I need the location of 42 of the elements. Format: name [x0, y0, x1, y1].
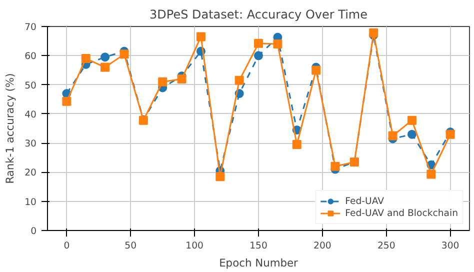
point	[216, 172, 225, 182]
y-axis-title: Rank-1 accuracy (%)	[4, 73, 17, 184]
x-tick-label: 50	[124, 240, 137, 252]
point	[177, 74, 186, 84]
point	[426, 170, 436, 179]
chart-title: 3DPeS Dataset: Accuracy Over Time	[150, 8, 368, 22]
legend-label: Fed-UAV	[345, 195, 384, 207]
x-tick-label: 250	[377, 240, 396, 252]
point	[330, 162, 340, 171]
point	[196, 32, 206, 42]
y-tick-label: 50	[24, 80, 37, 92]
point	[81, 54, 90, 64]
x-tick-label: 300	[441, 240, 460, 252]
x-tick-label: 0	[64, 240, 70, 252]
y-tick-label: 30	[24, 138, 37, 150]
point	[446, 130, 455, 139]
y-tick-label: 60	[24, 51, 37, 62]
point	[100, 52, 110, 62]
y-tick-label: 0	[30, 226, 37, 237]
legend-label: Fed-UAV and Blockchain	[345, 207, 458, 219]
x-tick-label: 200	[314, 240, 332, 252]
point	[100, 62, 110, 72]
point	[388, 131, 398, 140]
point	[407, 116, 416, 125]
y-tick-label: 40	[24, 109, 37, 120]
x-tick-label: 100	[186, 240, 204, 252]
point	[120, 50, 129, 59]
y-tick-label: 10	[24, 196, 37, 208]
point	[292, 140, 302, 150]
point	[254, 51, 263, 60]
point	[62, 96, 72, 106]
y-tick-label: 20	[24, 168, 37, 179]
point	[234, 76, 244, 85]
point	[312, 66, 321, 75]
point	[158, 77, 168, 86]
x-axis-title: Epoch Number	[219, 256, 299, 270]
point	[407, 130, 416, 139]
point	[369, 28, 378, 38]
point	[254, 38, 263, 48]
y-tick-label: 70	[24, 22, 37, 33]
x-tick-label: 150	[250, 240, 268, 252]
point	[273, 39, 282, 48]
